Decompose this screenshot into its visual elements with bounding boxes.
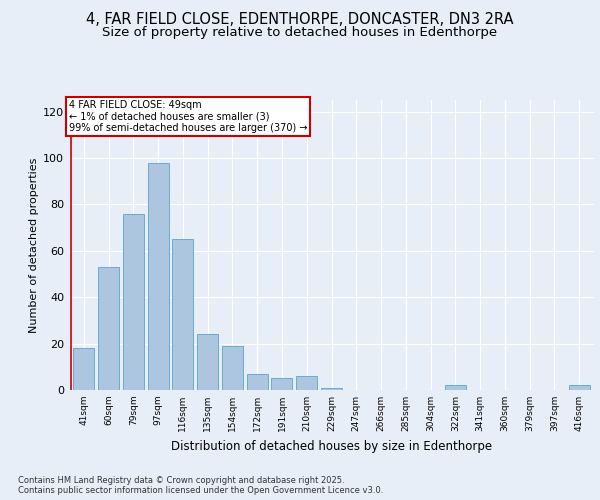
Text: Size of property relative to detached houses in Edenthorpe: Size of property relative to detached ho… xyxy=(103,26,497,39)
Bar xyxy=(247,374,268,390)
Bar xyxy=(123,214,144,390)
Bar xyxy=(271,378,292,390)
Text: Contains HM Land Registry data © Crown copyright and database right 2025.
Contai: Contains HM Land Registry data © Crown c… xyxy=(18,476,383,495)
Text: 4 FAR FIELD CLOSE: 49sqm
← 1% of detached houses are smaller (3)
99% of semi-det: 4 FAR FIELD CLOSE: 49sqm ← 1% of detache… xyxy=(69,100,308,133)
Y-axis label: Number of detached properties: Number of detached properties xyxy=(29,158,39,332)
Bar xyxy=(148,162,169,390)
Bar xyxy=(98,267,119,390)
Bar xyxy=(296,376,317,390)
Bar xyxy=(321,388,342,390)
Bar xyxy=(172,239,193,390)
Bar xyxy=(569,386,590,390)
X-axis label: Distribution of detached houses by size in Edenthorpe: Distribution of detached houses by size … xyxy=(171,440,492,452)
Bar xyxy=(445,386,466,390)
Bar xyxy=(73,348,94,390)
Text: 4, FAR FIELD CLOSE, EDENTHORPE, DONCASTER, DN3 2RA: 4, FAR FIELD CLOSE, EDENTHORPE, DONCASTE… xyxy=(86,12,514,28)
Bar xyxy=(222,346,243,390)
Bar xyxy=(197,334,218,390)
